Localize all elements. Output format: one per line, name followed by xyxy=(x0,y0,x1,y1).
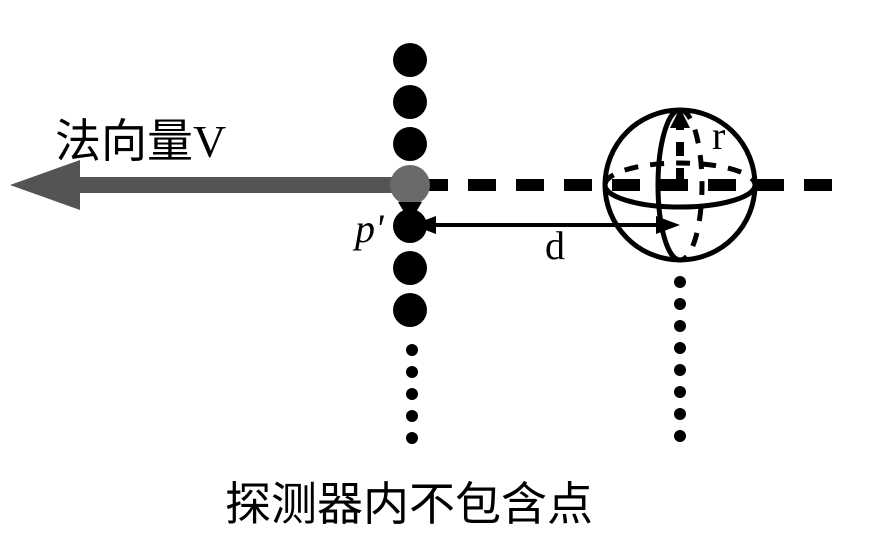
p-prime-point xyxy=(390,165,430,205)
p-prime-label: p' xyxy=(355,205,384,252)
d-label: d xyxy=(545,222,565,269)
r-line xyxy=(670,108,690,182)
r-label: r xyxy=(712,112,725,159)
lower-dots-left xyxy=(406,344,418,444)
lower-dots-right xyxy=(674,276,686,442)
diagram-stage: 法向量V p' d r 探测器内不包含点 xyxy=(0,0,871,554)
caption-label: 探测器内不包含点 xyxy=(225,468,593,534)
normal-vector-label: 法向量V xyxy=(55,105,226,171)
